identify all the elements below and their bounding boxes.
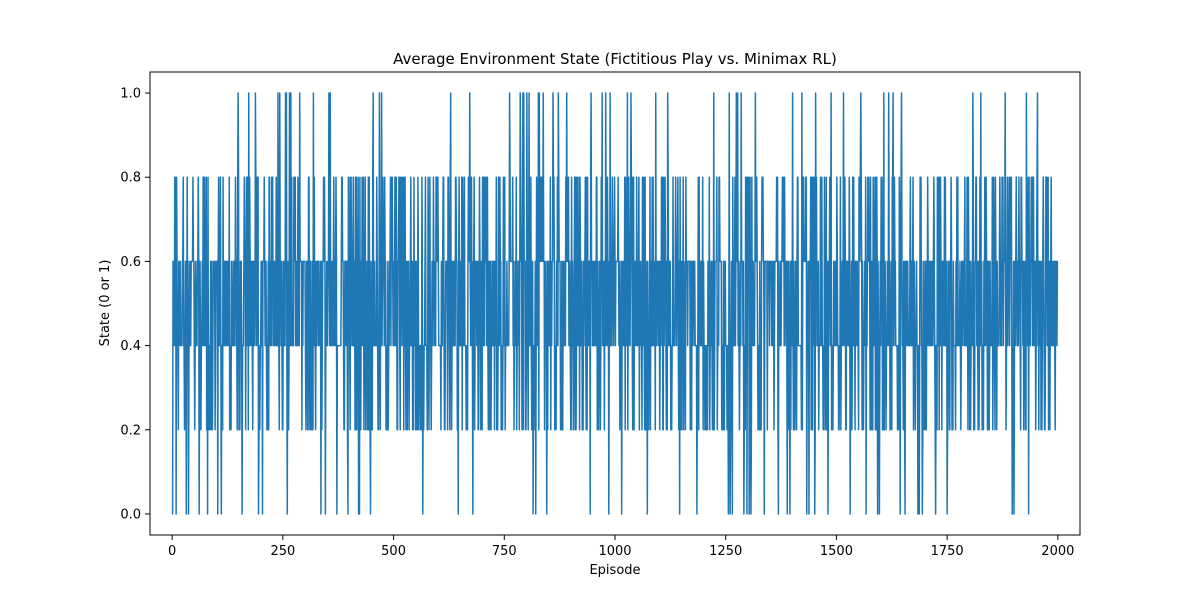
x-tick-label: 1000 [598, 544, 631, 559]
y-tick-label: 1.0 [120, 87, 141, 102]
plot-area [171, 92, 1059, 515]
chart-title: Average Environment State (Fictitious Pl… [393, 50, 837, 68]
x-tick-label: 500 [381, 544, 406, 559]
y-tick-label: 0.2 [120, 423, 141, 438]
x-tick-label: 750 [492, 544, 517, 559]
y-tick-label: 0.0 [120, 507, 141, 522]
x-tick-label: 1250 [709, 544, 742, 559]
y-axis-label: State (0 or 1) [98, 260, 113, 347]
x-axis-label: Episode [589, 563, 640, 578]
y-tick-label: 0.4 [120, 339, 141, 354]
x-tick-label: 0 [168, 544, 176, 559]
x-tick-label: 1500 [820, 544, 853, 559]
axes-frame [149, 71, 1081, 536]
x-tick-label: 250 [270, 544, 295, 559]
y-tick-label: 0.8 [120, 171, 141, 186]
x-tick-label: 1750 [931, 544, 964, 559]
y-axis-ticks: 0.0 0.2 0.4 0.6 0.8 1.0 [120, 87, 150, 522]
y-tick-label: 0.6 [120, 255, 141, 270]
series-line [171, 92, 1059, 515]
x-axis-ticks: 0 250 500 750 1000 1250 1500 1750 2000 [168, 535, 1074, 559]
x-tick-label: 2000 [1041, 544, 1074, 559]
